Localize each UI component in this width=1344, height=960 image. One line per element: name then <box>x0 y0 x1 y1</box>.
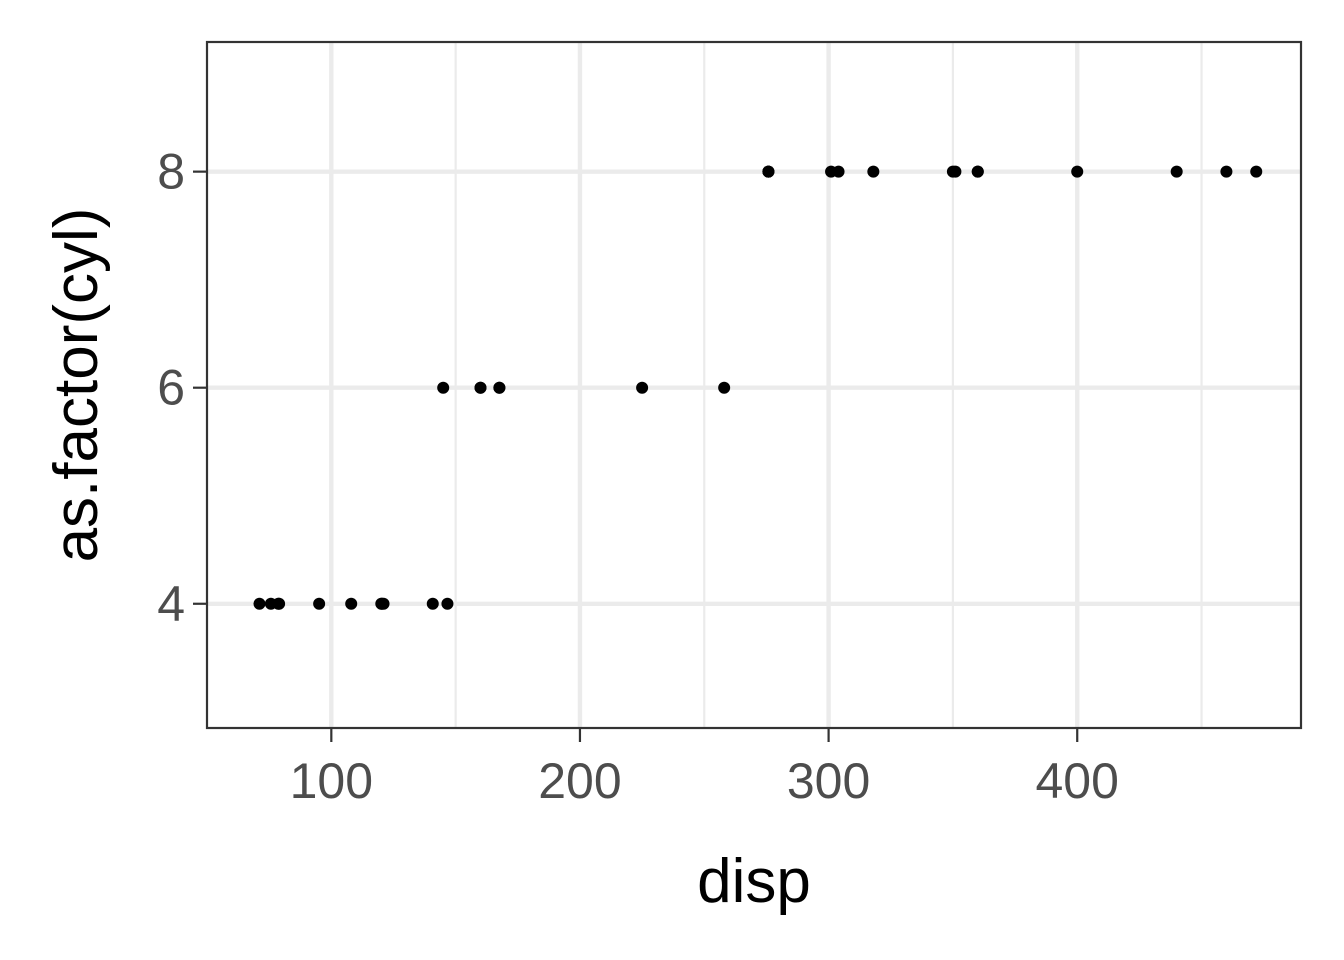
minor-gridlines <box>454 42 1203 728</box>
data-point <box>253 597 266 610</box>
x-tick-label: 300 <box>787 753 870 809</box>
data-point <box>1170 165 1183 178</box>
y-axis-title: as.factor(cyl) <box>42 208 111 563</box>
y-tick-label: 4 <box>157 576 185 632</box>
x-tick-label: 400 <box>1036 753 1119 809</box>
y-axis-tick-labels: 4 6 8 <box>157 144 185 632</box>
y-tick-label: 6 <box>157 360 185 416</box>
data-point <box>426 597 439 610</box>
x-axis-title: disp <box>697 847 811 916</box>
data-point <box>636 381 649 394</box>
x-tick-label: 100 <box>290 753 373 809</box>
x-tick-label: 200 <box>538 753 621 809</box>
x-axis-ticks <box>330 728 1079 742</box>
data-point <box>762 165 775 178</box>
data-point <box>971 165 984 178</box>
data-point <box>474 381 487 394</box>
data-point <box>345 597 358 610</box>
data-point <box>832 165 845 178</box>
data-point <box>313 597 326 610</box>
data-point <box>493 381 506 394</box>
data-point <box>273 597 286 610</box>
data-point <box>1071 165 1084 178</box>
plot-panel-background <box>207 42 1301 728</box>
data-point <box>441 597 454 610</box>
data-point <box>867 165 880 178</box>
data-point <box>1250 165 1263 178</box>
data-point <box>1220 165 1233 178</box>
y-tick-label: 8 <box>157 144 185 200</box>
plot-panel-border <box>205 40 1303 730</box>
data-point <box>718 381 731 394</box>
data-point <box>377 597 390 610</box>
data-point <box>437 381 450 394</box>
x-axis-tick-labels: 100 200 300 400 <box>290 753 1119 809</box>
y-axis-ticks <box>193 170 207 605</box>
major-gridlines <box>207 42 1301 728</box>
data-point <box>949 165 962 178</box>
data-points <box>253 165 1263 610</box>
